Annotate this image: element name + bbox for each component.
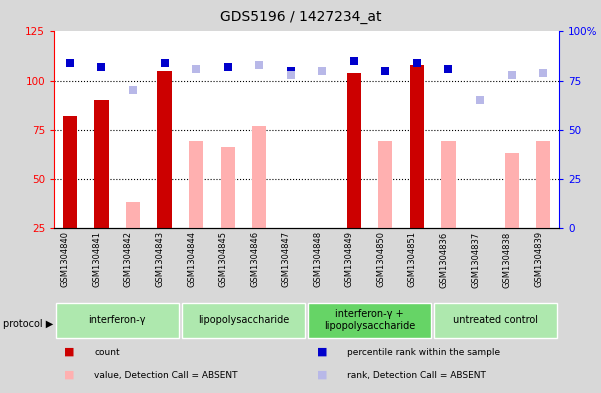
Text: count: count (94, 348, 120, 356)
Text: GSM1304839: GSM1304839 (534, 231, 543, 287)
Text: GDS5196 / 1427234_at: GDS5196 / 1427234_at (220, 10, 381, 24)
Bar (347, 73, 361, 228)
Text: ■: ■ (317, 370, 327, 380)
Point (286, 72, 296, 78)
Text: value, Detection Call = ABSENT: value, Detection Call = ABSENT (94, 371, 238, 380)
Bar (157, 71, 172, 228)
Bar (536, 141, 551, 228)
Point (286, 68, 296, 74)
Point (65, 60, 75, 66)
Bar (63, 116, 77, 228)
Point (97, 64, 106, 70)
FancyBboxPatch shape (435, 303, 557, 338)
Bar (189, 141, 203, 228)
Bar (378, 141, 392, 228)
Text: GSM1304847: GSM1304847 (282, 231, 291, 287)
Text: ■: ■ (64, 370, 75, 380)
Text: ■: ■ (64, 347, 75, 357)
Text: lipopolysaccharide: lipopolysaccharide (198, 315, 289, 325)
Text: untreated control: untreated control (453, 315, 538, 325)
Text: ■: ■ (317, 347, 327, 357)
FancyBboxPatch shape (182, 303, 305, 338)
Text: percentile rank within the sample: percentile rank within the sample (347, 348, 500, 356)
Point (412, 60, 422, 66)
Text: GSM1304843: GSM1304843 (156, 231, 165, 287)
Point (254, 62, 264, 68)
Bar (252, 126, 266, 228)
Text: interferon-γ: interferon-γ (88, 315, 146, 325)
Bar (94, 100, 109, 228)
FancyBboxPatch shape (308, 303, 431, 338)
Text: GSM1304850: GSM1304850 (376, 231, 385, 287)
Point (160, 60, 169, 66)
Point (507, 72, 516, 78)
Text: GSM1304844: GSM1304844 (187, 231, 196, 287)
Point (349, 58, 359, 64)
Point (380, 68, 390, 74)
Point (538, 70, 548, 76)
Bar (473, 228, 487, 238)
FancyBboxPatch shape (56, 303, 178, 338)
Text: interferon-γ +
lipopolysaccharide: interferon-γ + lipopolysaccharide (324, 310, 415, 331)
Point (128, 87, 138, 94)
Point (475, 97, 485, 103)
Bar (441, 141, 456, 228)
Text: GSM1304841: GSM1304841 (93, 231, 102, 287)
Bar (221, 147, 235, 228)
Text: protocol ▶: protocol ▶ (3, 319, 53, 329)
Text: GSM1304848: GSM1304848 (313, 231, 322, 287)
Text: GSM1304837: GSM1304837 (471, 231, 480, 288)
Text: GSM1304845: GSM1304845 (219, 231, 228, 287)
Text: GSM1304846: GSM1304846 (250, 231, 259, 287)
Bar (410, 65, 424, 228)
Text: GSM1304842: GSM1304842 (124, 231, 133, 287)
Text: GSM1304849: GSM1304849 (345, 231, 354, 287)
Bar (504, 153, 519, 228)
Text: GSM1304851: GSM1304851 (408, 231, 417, 287)
Text: GSM1304836: GSM1304836 (439, 231, 448, 288)
Point (317, 68, 327, 74)
Point (444, 66, 453, 72)
Text: rank, Detection Call = ABSENT: rank, Detection Call = ABSENT (347, 371, 486, 380)
Point (191, 66, 201, 72)
Bar (126, 202, 140, 228)
Text: GSM1304840: GSM1304840 (61, 231, 70, 287)
Text: GSM1304838: GSM1304838 (502, 231, 511, 288)
Point (254, 62, 264, 68)
Point (223, 64, 233, 70)
